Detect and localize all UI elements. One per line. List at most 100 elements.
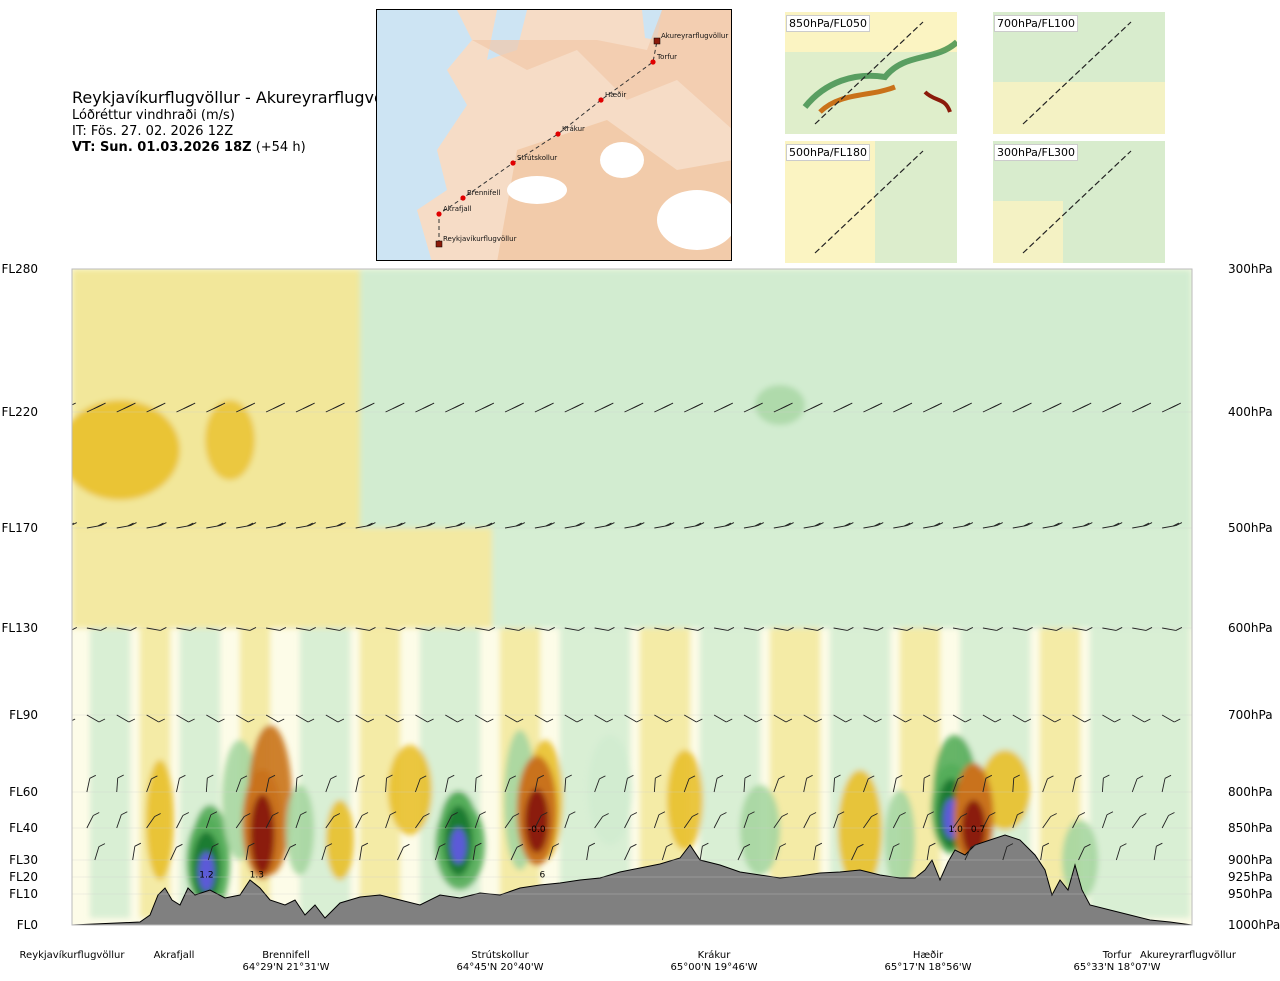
wind-barb-staff <box>474 814 481 829</box>
wind-barb-feather <box>488 260 494 263</box>
flight-level-label: FL20 <box>9 870 38 884</box>
wind-barb-staff <box>923 627 938 631</box>
wind-barb-feather <box>482 263 488 266</box>
wind-barb <box>385 714 404 723</box>
wind-barb-feather <box>72 522 75 525</box>
wind-barb-staff <box>57 817 65 828</box>
wind-barb <box>661 843 673 861</box>
wind-barb <box>1002 843 1014 861</box>
wind-barb <box>205 774 214 793</box>
wind-barb-feather <box>369 522 376 526</box>
wind-barb-staff <box>415 627 430 631</box>
wind-barb <box>235 714 255 723</box>
wind-barb <box>564 402 584 413</box>
wind-barb-feather <box>158 718 165 723</box>
wind-barb-feather <box>875 718 882 723</box>
downdraft-core <box>524 788 549 853</box>
route-map: Reykjavíkurflugvöllur Akrafjall Brennifell… <box>376 9 732 261</box>
wind-barb <box>235 775 248 793</box>
wind-barb <box>803 627 824 631</box>
wind-barb-feather <box>721 405 728 410</box>
chart-title-block: Reykjavíkurflugvöllur - Akureyrarflugvöl… <box>72 88 409 156</box>
wind-barb <box>510 843 524 861</box>
wind-barb-feather <box>781 813 789 817</box>
wind-barb <box>355 714 375 723</box>
wind-barb-staff <box>1042 816 1052 829</box>
wind-barb <box>1162 627 1183 631</box>
wind-barb <box>534 522 555 529</box>
wind-barb-staff <box>504 627 519 631</box>
wind-barb-feather <box>309 627 316 631</box>
wind-barb-staff <box>699 846 703 861</box>
wind-barb-feather <box>325 843 333 848</box>
wind-barb-staff <box>116 778 119 793</box>
wind-barb-feather <box>458 260 464 263</box>
level-map-850: 850hPa/FL050 <box>785 12 957 134</box>
wind-barb-feather <box>903 522 911 527</box>
level-map-label: 500hPa/FL180 <box>786 144 871 161</box>
wind-barb <box>714 627 735 631</box>
wind-barb <box>1161 774 1172 793</box>
wind-barb-staff <box>534 778 539 793</box>
wind-barb-feather <box>548 522 555 526</box>
wind-barb <box>176 774 186 793</box>
level-map-label: 700hPa/FL100 <box>994 15 1079 32</box>
wind-barb <box>1132 627 1153 631</box>
wind-barb-feather <box>279 260 285 263</box>
wind-barb-staff <box>474 714 488 723</box>
wind-barb-feather <box>518 627 526 631</box>
wind-barb <box>564 627 585 631</box>
wind-barb-feather <box>289 843 297 848</box>
wind-barb-feather <box>876 260 882 263</box>
wind-barb-staff <box>325 714 339 723</box>
wind-barb-feather <box>1013 774 1020 779</box>
wind-barb <box>504 813 520 829</box>
wind-barb-feather <box>330 775 337 780</box>
wind-barb-staff <box>176 714 189 723</box>
wind-barb-staff <box>926 846 930 861</box>
wind-barb <box>504 402 524 413</box>
wind-barb <box>1042 627 1063 631</box>
wind-barb-feather <box>929 842 936 847</box>
wind-barb <box>325 522 346 529</box>
wind-barb-feather <box>847 627 854 631</box>
wind-barb <box>116 811 128 829</box>
wind-barb <box>444 774 455 793</box>
wind-barb-feather <box>935 718 942 723</box>
wind-barb <box>504 775 517 793</box>
wind-barb-feather <box>151 775 158 780</box>
contour-label: 1.3 <box>250 871 264 881</box>
wind-barb-feather <box>936 627 944 631</box>
wind-barb-feather <box>72 627 77 631</box>
wind-barb-feather <box>67 261 73 264</box>
contour-label: 0.7 <box>971 825 985 835</box>
wind-barb-feather <box>1020 263 1026 266</box>
wind-barb-staff <box>1072 778 1076 793</box>
wind-barb <box>236 627 257 631</box>
wind-barb-feather <box>716 774 724 779</box>
wind-barb-feather <box>482 405 489 410</box>
wind-barb-feather <box>694 522 702 527</box>
wind-barb-staff <box>116 714 130 723</box>
wind-barb-staff <box>534 815 542 829</box>
wind-barb-staff <box>1012 627 1027 631</box>
wind-barb-staff <box>1153 846 1157 861</box>
wind-barb-feather <box>1115 260 1121 263</box>
wind-barb-feather <box>72 522 77 526</box>
wind-barb-feather <box>664 261 670 264</box>
wind-barb-feather <box>1056 522 1063 526</box>
wind-barb <box>1042 522 1063 529</box>
wind-barb-feather <box>577 260 583 263</box>
wind-barb-feather <box>337 718 345 723</box>
wave-region <box>667 750 703 850</box>
wind-barb-staff <box>803 778 808 793</box>
wind-barb-feather <box>963 261 969 264</box>
wind-barb <box>475 260 494 270</box>
wind-barb-staff <box>295 778 298 793</box>
wind-barb-feather <box>366 261 372 264</box>
wind-barb-staff <box>833 269 835 270</box>
wind-barb-feather <box>906 627 914 631</box>
wind-barb <box>325 269 327 270</box>
wind-barb <box>594 402 614 413</box>
wind-barb-staff <box>295 269 298 270</box>
